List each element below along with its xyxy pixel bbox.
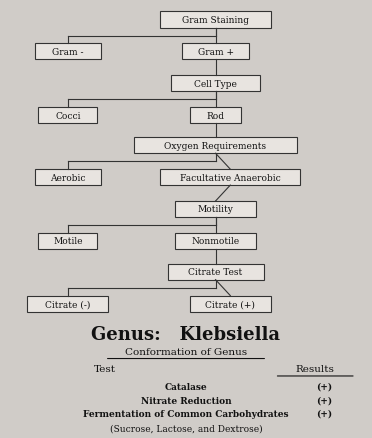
- FancyBboxPatch shape: [38, 108, 97, 124]
- Text: (+): (+): [317, 409, 333, 418]
- FancyBboxPatch shape: [35, 170, 101, 186]
- FancyBboxPatch shape: [38, 233, 97, 249]
- FancyBboxPatch shape: [175, 201, 256, 217]
- Text: Nitrate Reduction: Nitrate Reduction: [141, 396, 231, 405]
- Text: Nonmotile: Nonmotile: [192, 237, 240, 246]
- Text: Citrate (-): Citrate (-): [45, 299, 90, 308]
- Text: Citrate Test: Citrate Test: [188, 268, 243, 276]
- Text: Results: Results: [296, 365, 335, 374]
- Text: Catalase: Catalase: [165, 382, 207, 391]
- Text: Test: Test: [94, 365, 116, 374]
- Text: Rod: Rod: [206, 111, 225, 120]
- FancyBboxPatch shape: [190, 108, 241, 124]
- Text: Aerobic: Aerobic: [50, 173, 86, 182]
- Text: Citrate (+): Citrate (+): [205, 299, 255, 308]
- FancyBboxPatch shape: [35, 44, 101, 60]
- FancyBboxPatch shape: [171, 76, 260, 92]
- FancyBboxPatch shape: [190, 296, 271, 312]
- FancyBboxPatch shape: [175, 233, 256, 249]
- Text: Cocci: Cocci: [55, 111, 81, 120]
- Text: Facultative Anaerobic: Facultative Anaerobic: [180, 173, 281, 182]
- Text: Gram Staining: Gram Staining: [182, 16, 249, 25]
- Text: (+): (+): [317, 382, 333, 391]
- FancyBboxPatch shape: [167, 264, 263, 280]
- Text: Cell Type: Cell Type: [194, 80, 237, 88]
- Text: Conformation of Genus: Conformation of Genus: [125, 347, 247, 356]
- Text: Genus:   Klebsiella: Genus: Klebsiella: [92, 325, 280, 343]
- Text: Fermentation of Common Carbohydrates: Fermentation of Common Carbohydrates: [83, 409, 289, 418]
- Text: (Sucrose, Lactose, and Dextrose): (Sucrose, Lactose, and Dextrose): [110, 424, 262, 432]
- FancyBboxPatch shape: [134, 138, 297, 154]
- FancyBboxPatch shape: [160, 12, 271, 29]
- Text: (+): (+): [317, 396, 333, 405]
- Text: Motility: Motility: [198, 205, 234, 214]
- Text: Motile: Motile: [53, 237, 83, 246]
- Text: Oxygen Requirements: Oxygen Requirements: [164, 141, 267, 150]
- FancyBboxPatch shape: [182, 44, 249, 60]
- Text: Gram +: Gram +: [198, 48, 234, 57]
- Text: Gram -: Gram -: [52, 48, 84, 57]
- FancyBboxPatch shape: [27, 296, 109, 312]
- FancyBboxPatch shape: [160, 170, 301, 186]
